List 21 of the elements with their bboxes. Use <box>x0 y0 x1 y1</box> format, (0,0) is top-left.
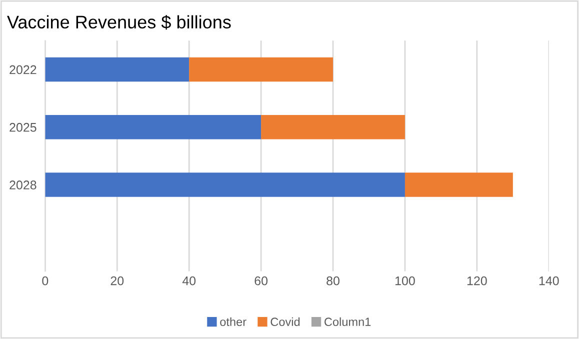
chart-title: Vaccine Revenues $ billions <box>7 14 231 30</box>
y-tick-label: 2022 <box>10 65 36 74</box>
bar <box>404 172 513 197</box>
x-tick-label: 100 <box>395 276 415 286</box>
x-tick-label: 0 <box>42 276 48 286</box>
legend-label: other <box>220 317 246 326</box>
bar <box>45 172 405 197</box>
legend-label: Covid <box>270 317 300 326</box>
x-tick-label: 20 <box>110 276 124 286</box>
y-tick-label: 2028 <box>10 180 36 190</box>
legend-label: Column1 <box>324 317 371 326</box>
x-tick-label: 60 <box>254 276 268 286</box>
y-tick-label: 2025 <box>10 122 36 132</box>
bar <box>261 115 405 140</box>
x-tick-label: 140 <box>539 276 559 286</box>
x-tick-label: 80 <box>326 276 340 286</box>
bar <box>45 115 262 140</box>
x-tick-label: 40 <box>182 276 196 286</box>
bar <box>189 57 334 82</box>
bar <box>45 57 190 82</box>
x-tick-label: 120 <box>467 276 487 286</box>
